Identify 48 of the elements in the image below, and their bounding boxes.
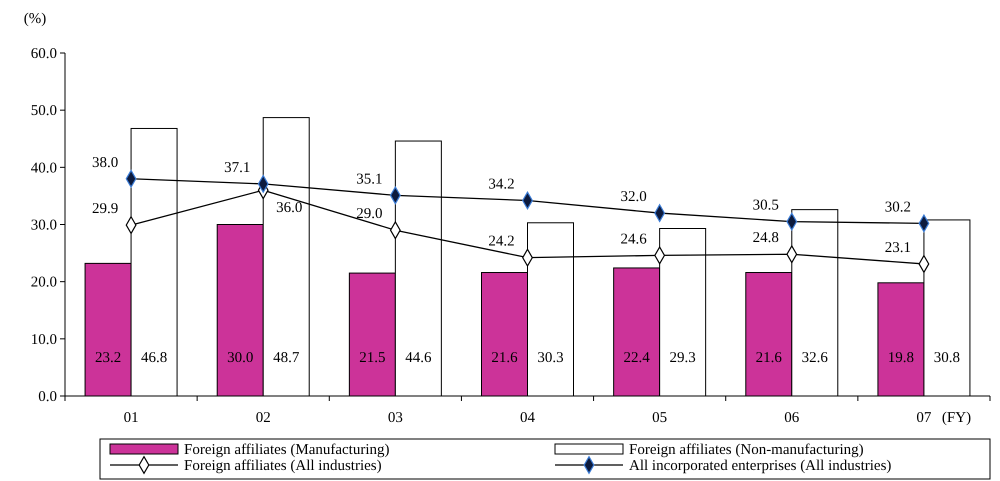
data-label: 30.8	[934, 350, 960, 366]
x-tick-label: 01	[124, 410, 139, 426]
y-tick-label: 30.0	[30, 218, 57, 234]
legend-label: Foreign affiliates (All industries)	[184, 458, 382, 474]
data-label: 24.6	[620, 231, 648, 248]
y-tick-label: 20.0	[30, 274, 57, 291]
y-tick-label: 50.0	[30, 103, 57, 120]
data-label: 23.2	[94, 350, 122, 366]
data-label: 48.7	[273, 350, 300, 366]
legend-label: Foreign affiliates (Manufacturing)	[184, 442, 390, 458]
data-label: 44.6	[405, 350, 432, 366]
data-label: 30.5	[752, 198, 779, 214]
data-label: 24.8	[752, 230, 779, 246]
x-tick-label: 02	[256, 410, 271, 426]
data-label: 21.6	[491, 350, 518, 366]
y-tick-label: 0.0	[38, 389, 57, 405]
data-label: 30.3	[537, 350, 564, 366]
data-label: 34.2	[488, 176, 515, 192]
data-label: 29.0	[356, 206, 382, 222]
x-axis-title: (FY)	[942, 410, 972, 426]
x-tick-label: 05	[652, 410, 668, 426]
x-tick-label: 06	[784, 410, 800, 426]
data-label: 36.0	[276, 200, 302, 216]
data-label: 22.4	[624, 350, 650, 366]
data-label: 29.9	[92, 201, 118, 218]
data-label: 35.1	[356, 171, 382, 188]
data-label: 46.8	[140, 350, 168, 366]
y-axis-title: (%)	[24, 11, 46, 27]
data-label: 38.0	[92, 154, 118, 171]
data-label: 29.3	[670, 350, 696, 366]
data-label: 30.2	[884, 199, 912, 216]
data-label: 19.8	[888, 350, 914, 366]
x-tick-label: 03	[388, 410, 403, 426]
x-tick-label: 07	[916, 410, 932, 426]
data-label: 24.2	[488, 234, 515, 250]
legend-label: All incorporated enterprises (All industries)	[629, 458, 892, 474]
x-tick-label: 04	[520, 410, 536, 426]
legend-label: Foreign affiliates (Non-manufacturing)	[629, 442, 864, 458]
y-tick-label: 10.0	[30, 332, 57, 348]
y-tick-label: 60.0	[30, 46, 57, 62]
data-label: 37.1	[224, 160, 250, 176]
data-label: 21.6	[756, 350, 782, 366]
y-tick-label: 40.0	[30, 160, 57, 176]
data-label: 30.0	[227, 350, 254, 366]
data-label: 32.6	[802, 350, 828, 366]
data-label: 32.0	[620, 189, 647, 206]
data-label: 23.1	[884, 240, 912, 256]
data-label: 21.5	[359, 350, 386, 366]
